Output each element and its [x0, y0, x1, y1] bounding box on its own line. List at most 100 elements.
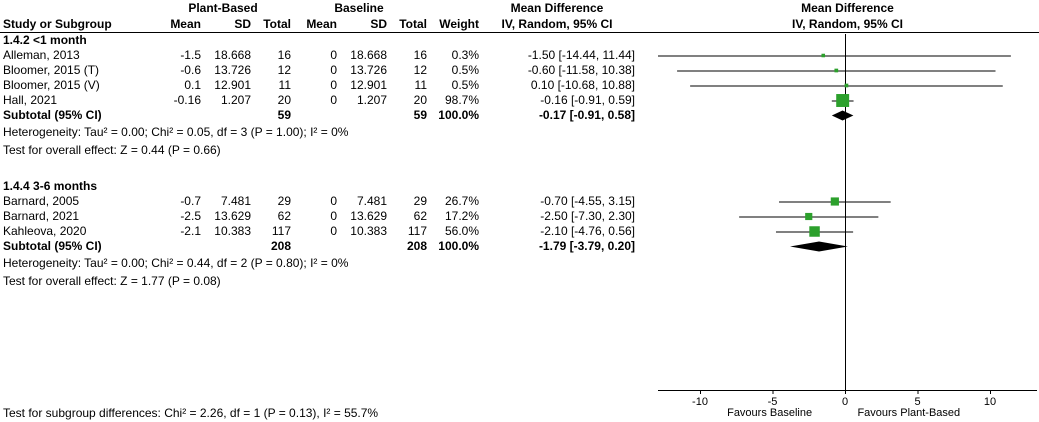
col-weight-header: Weight [439, 17, 479, 31]
column-header-row: Study or Subgroup Mean SD Total Mean SD … [0, 16, 1039, 32]
plant-mean: -1.5 [180, 48, 201, 62]
favours-left-label: Favours Baseline [727, 407, 812, 419]
axis-tick-label: 5 [914, 396, 920, 408]
plant-total: 11 [278, 78, 291, 92]
empty-cell [337, 239, 387, 254]
study-name: Barnard, 2005 [3, 194, 80, 208]
study-ci-text: 0.10 [-10.68, 10.88] [530, 78, 635, 92]
study-row: Barnard, 2005 -0.7 7.481 29 0 7.481 29 2… [0, 194, 1039, 209]
empty-cell [201, 239, 251, 254]
subtotal-baseline-total: 59 [413, 108, 427, 122]
col-study-header: Study or Subgroup [3, 17, 112, 31]
group2-title: Baseline [334, 1, 384, 15]
plant-total: 16 [277, 48, 291, 62]
axis-tick-label: -10 [692, 396, 708, 408]
col-sd-header: SD [370, 17, 387, 31]
baseline-total: 62 [413, 209, 427, 223]
baseline-sd: 13.726 [350, 63, 387, 77]
study-row: Bloomer, 2015 (V) 0.1 12.901 11 0 12.901… [0, 78, 1039, 93]
plant-total: 117 [271, 224, 291, 238]
plant-mean: 0.1 [184, 78, 201, 92]
study-row: Alleman, 2013 -1.5 18.668 16 0 18.668 16… [0, 48, 1039, 63]
overall-effect-text: Test for overall effect: Z = 0.44 (P = 0… [3, 143, 221, 157]
axis-tick-label: 10 [984, 396, 996, 408]
baseline-sd: 12.901 [350, 78, 387, 92]
study-ci-text: -2.10 [-4.76, 0.56] [540, 224, 635, 238]
empty-cell [155, 108, 201, 123]
empty-cell [201, 108, 251, 123]
baseline-sd: 1.207 [356, 93, 387, 107]
study-ci-text: -0.16 [-0.91, 0.59] [540, 93, 635, 107]
baseline-mean: 0 [330, 93, 337, 107]
study-weight: 26.7% [444, 194, 479, 208]
study-row: Hall, 2021 -0.16 1.207 20 0 1.207 20 98.… [0, 93, 1039, 108]
study-ci-text: -0.70 [-4.55, 3.15] [540, 194, 635, 208]
baseline-sd: 13.629 [350, 209, 387, 223]
subtotal-plant-total: 208 [270, 239, 291, 253]
section-spacer [0, 159, 1039, 179]
baseline-sd: 18.668 [350, 48, 387, 62]
subgroup-title-row: 1.4.4 3-6 months [0, 179, 1039, 194]
baseline-total: 11 [414, 78, 427, 92]
subgroup-title: 1.4.4 3-6 months [3, 179, 98, 193]
heterogeneity-text: Heterogeneity: Tau² = 0.00; Chi² = 0.05,… [3, 125, 349, 139]
study-weight: 0.5% [451, 63, 479, 77]
plant-sd: 12.901 [214, 78, 251, 92]
study-weight: 0.5% [451, 78, 479, 92]
empty-cell [0, 0, 155, 16]
plant-mean: -2.1 [180, 224, 201, 238]
axis-tick-label: 0 [842, 396, 848, 408]
col-sd-header: SD [234, 17, 251, 31]
baseline-mean: 0 [330, 194, 337, 208]
subtotal-weight: 100.0% [438, 239, 479, 253]
study-name: Bloomer, 2015 (V) [3, 78, 100, 92]
plant-sd: 13.726 [214, 63, 251, 77]
subtotal-ci-text: -1.79 [-3.79, 0.20] [538, 239, 635, 253]
study-ci-text: -2.50 [-7.30, 2.30] [540, 209, 635, 223]
subgroup-title: 1.4.2 <1 month [3, 33, 87, 47]
group1-title: Plant-Based [188, 1, 258, 15]
empty-cell [291, 239, 337, 254]
plant-mean: -0.16 [173, 93, 201, 107]
baseline-total: 29 [413, 194, 427, 208]
baseline-total: 20 [413, 93, 427, 107]
plant-sd: 7.481 [220, 194, 251, 208]
plant-sd: 1.207 [220, 93, 251, 107]
baseline-total: 16 [413, 48, 427, 62]
plant-sd: 18.668 [214, 48, 251, 62]
axis-tick-label: -5 [768, 396, 778, 408]
subtotal-label: Subtotal (95% CI) [3, 108, 102, 122]
baseline-total: 117 [407, 224, 427, 238]
plot-effect-title: Mean Difference [801, 1, 894, 15]
baseline-total: 12 [413, 63, 427, 77]
subgroup-difference-text: Test for subgroup differences: Chi² = 2.… [3, 406, 379, 420]
study-name: Hall, 2021 [3, 93, 58, 107]
plant-mean: -0.7 [180, 194, 201, 208]
study-ci-text: -1.50 [-14.44, 11.44] [527, 48, 635, 62]
study-row: Kahleova, 2020 -2.1 10.383 117 0 10.383 … [0, 224, 1039, 239]
plant-sd: 13.629 [214, 209, 251, 223]
heterogeneity-text: Heterogeneity: Tau² = 0.00; Chi² = 0.44,… [3, 256, 349, 270]
empty-cell [155, 239, 201, 254]
plot-method-label: IV, Random, 95% CI [792, 17, 903, 31]
subtotal-row: Subtotal (95% CI) 208 208 100.0% -1.79 [… [0, 239, 1039, 254]
favours-right-label: Favours Plant-Based [857, 407, 960, 419]
baseline-mean: 0 [330, 63, 337, 77]
col-total-header: Total [263, 17, 291, 31]
plant-sd: 10.383 [214, 224, 251, 238]
study-name: Alleman, 2013 [3, 48, 80, 62]
study-row: Barnard, 2021 -2.5 13.629 62 0 13.629 62… [0, 209, 1039, 224]
col-total-header: Total [399, 17, 427, 31]
plot-header: Mean Difference IV, Random, 95% CI [656, 0, 1039, 32]
baseline-sd: 7.481 [356, 194, 387, 208]
study-name: Kahleova, 2020 [3, 224, 87, 238]
empty-cell [427, 0, 479, 16]
subgroup-title-row: 1.4.2 <1 month [0, 33, 1039, 48]
study-name: Barnard, 2021 [3, 209, 80, 223]
table-header: Plant-Based Baseline Mean Difference Stu… [0, 0, 1039, 33]
baseline-mean: 0 [330, 78, 337, 92]
subtotal-baseline-total: 208 [406, 239, 427, 253]
plant-total: 20 [277, 93, 291, 107]
effect-measure-title: Mean Difference [510, 1, 604, 15]
